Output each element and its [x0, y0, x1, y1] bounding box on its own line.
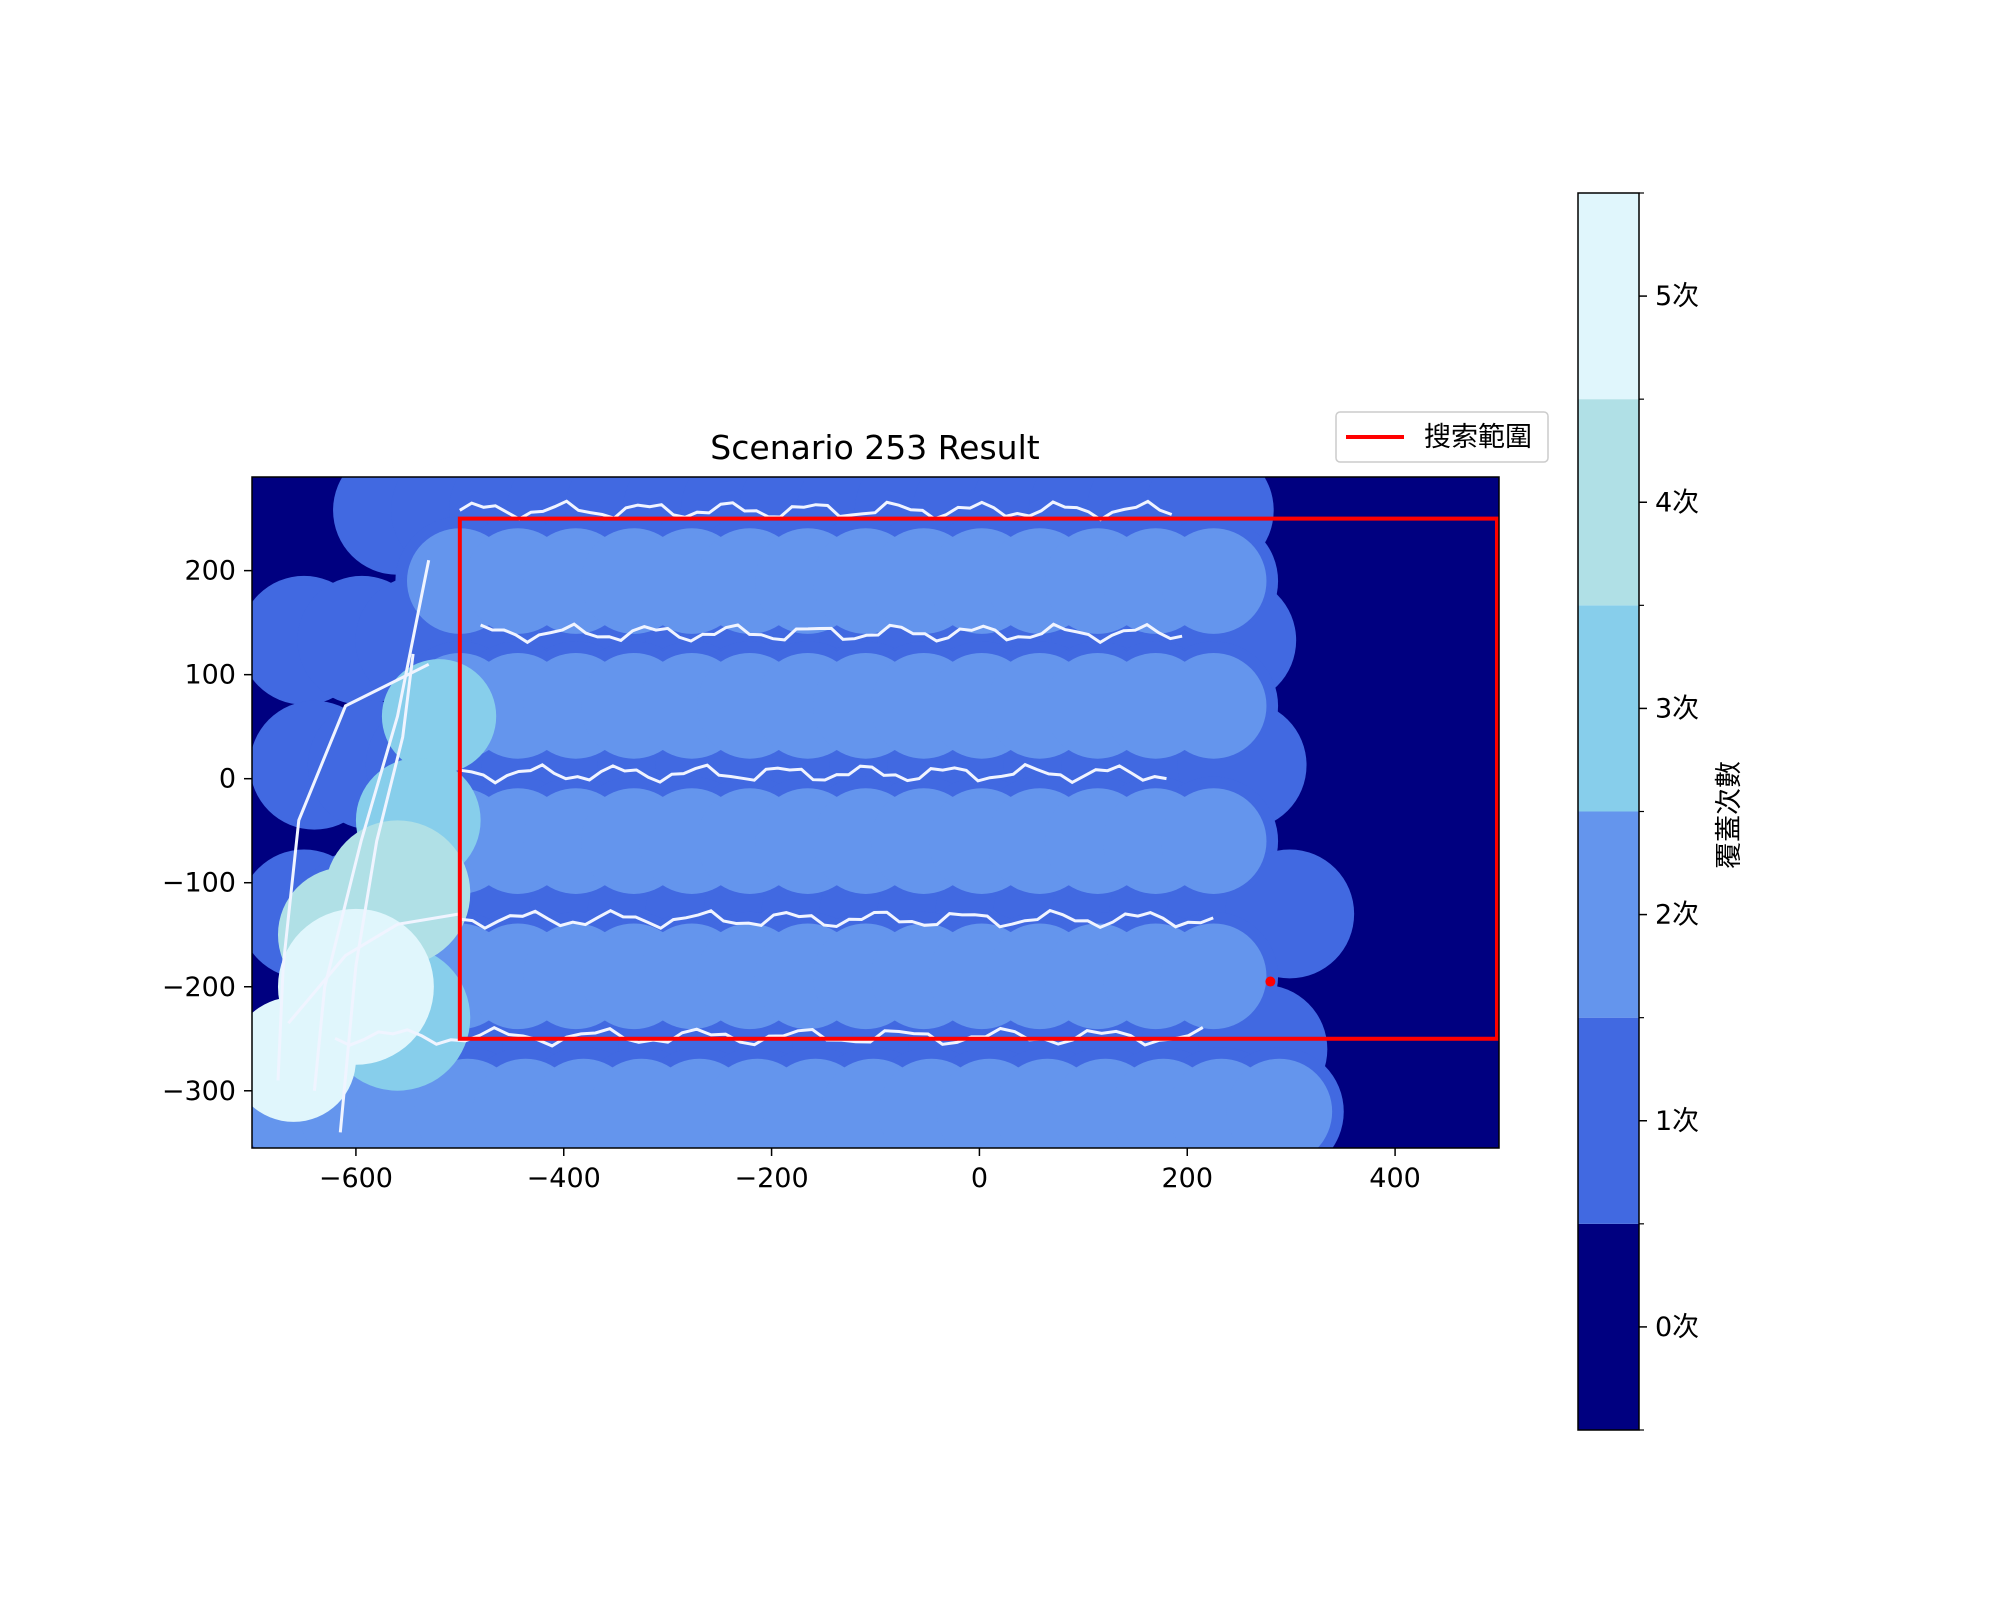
y-tick-label: −100: [162, 868, 236, 899]
target-layer: [1265, 976, 1276, 987]
x-axis: −600 −400 −200 0 200 400: [319, 1148, 1421, 1194]
colorbar-label: 覆蓋次數: [1714, 761, 1745, 869]
search-path-line: [459, 908, 1214, 930]
coverage-disk: [1160, 788, 1267, 894]
search-area-rect: [457, 516, 1499, 1041]
coverage-layer: [252, 477, 1355, 1148]
colorbar-segment: [1578, 605, 1639, 812]
coverage-disk: [1226, 1058, 1333, 1148]
y-tick-label: 100: [184, 660, 236, 691]
transit-path-line: [312, 559, 431, 1091]
legend: 搜索範圍: [1335, 411, 1549, 463]
colorbar-tick-label: 5次: [1655, 281, 1699, 312]
colorbar-tick-label: 4次: [1655, 487, 1699, 518]
x-tick-label: −200: [734, 1163, 808, 1194]
x-tick-label: −400: [527, 1163, 601, 1194]
colorbar-segment: [1578, 811, 1639, 1018]
coverage-disk: [1160, 923, 1267, 1030]
legend-box: [1335, 411, 1549, 463]
y-tick-label: −300: [162, 1076, 236, 1107]
colorbar-segment: [1578, 1017, 1639, 1224]
x-tick-label: 200: [1161, 1163, 1213, 1194]
colorbar-tick-label: 1次: [1655, 1106, 1699, 1137]
colorbar: 0次 1次 2次 3次 4次 5次: [1577, 192, 1699, 1431]
search-path-line: [459, 762, 1167, 785]
colorbar-tick-label: 2次: [1655, 900, 1699, 931]
coverage-disk-high: [252, 997, 356, 1122]
y-tick-label: 0: [219, 764, 236, 795]
plot-frame: [251, 476, 1500, 1149]
transit-path-line: [276, 662, 430, 1081]
y-tick-label: −200: [162, 972, 236, 1003]
plot-area: [252, 477, 1499, 1148]
chart-title: Scenario 253 Result: [710, 428, 1039, 467]
coverage-disk-high: [381, 659, 497, 774]
y-axis: −300 −200 −100 0 100 200: [162, 556, 252, 1107]
colorbar-segment: [1578, 399, 1639, 606]
legend-label: 搜索範圍: [1424, 422, 1532, 453]
transit-path-line: [338, 653, 415, 1133]
coverage-disk: [1160, 528, 1267, 634]
x-tick-label: −600: [319, 1163, 393, 1194]
x-tick-label: 0: [971, 1163, 988, 1194]
colorbar-tick-label: 3次: [1655, 693, 1699, 724]
transit-path-line: [287, 912, 461, 1025]
colorbar-segment: [1578, 193, 1639, 400]
search-path-line: [480, 622, 1183, 645]
x-tick-label: 400: [1369, 1163, 1421, 1194]
colorbar-frame: [1577, 192, 1640, 1431]
y-tick-label: 200: [184, 556, 236, 587]
colorbar-tick-label: 0次: [1655, 1312, 1699, 1343]
target-marker: [1265, 976, 1276, 987]
colorbar-segment: [1578, 1223, 1639, 1430]
paths-layer: [276, 499, 1214, 1133]
search-path-line: [334, 1026, 1204, 1048]
coverage-disk: [1160, 653, 1267, 759]
search-path-line: [459, 499, 1173, 522]
